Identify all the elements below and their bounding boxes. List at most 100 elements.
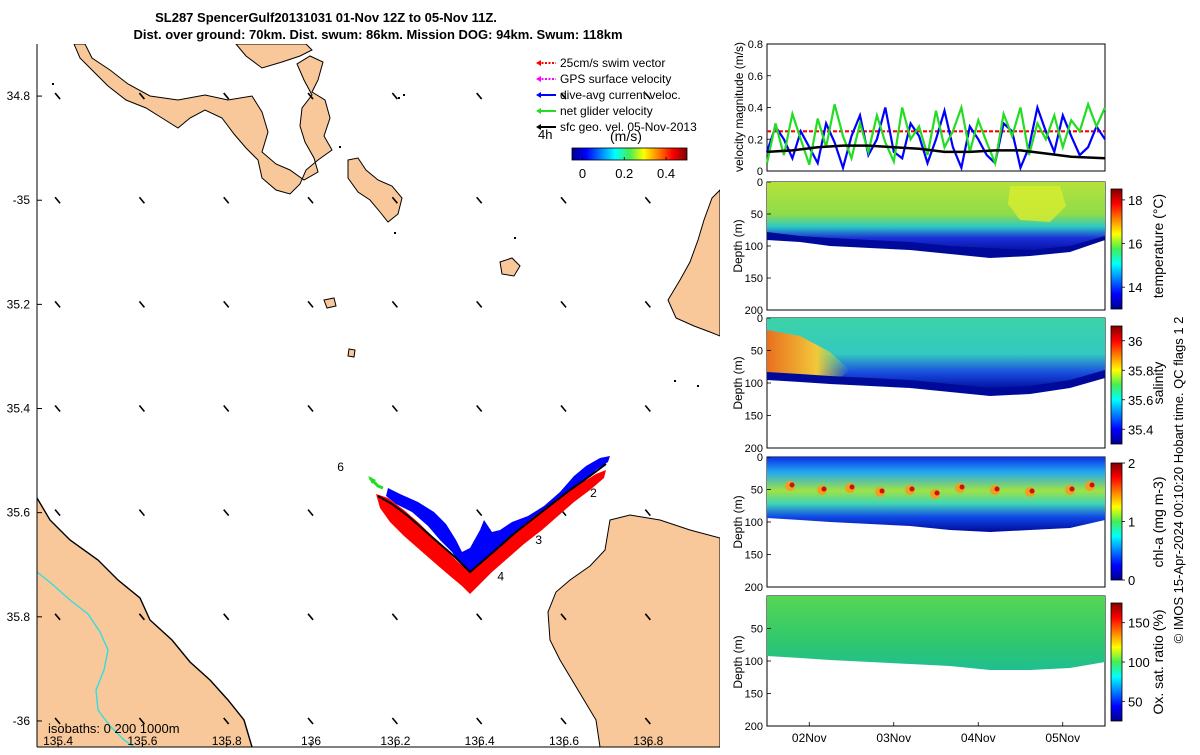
cbar-tick-label: 36 [1128,334,1142,349]
geo-vector [223,509,230,517]
oxygen-x-ticks: 02Nov 03Nov 04Nov 05Nov [792,722,1080,745]
cbar-tick-label: 2 [1128,456,1135,471]
geo-vector [560,717,567,725]
geo-vector [307,405,314,413]
salinity-saline-patch [767,330,850,378]
land-east-upper [667,189,720,337]
chla-blob-core [821,486,827,492]
map-y-tick-label: 35.6 [7,506,31,520]
map-y-tick-label: 34.8 [7,89,31,103]
isobath-200-line [37,497,253,747]
cbar-tick-label: 100 [1128,655,1150,670]
figure-title-line1: SL287 SpencerGulf20131031 01-Nov 12Z to … [155,10,497,25]
geo-vector [54,509,61,517]
land-islet-3 [347,348,356,358]
legend-arrowhead [536,92,541,98]
geo-vector [223,196,230,204]
depth-tick-label: 150 [745,689,763,701]
geo-vector [644,717,651,725]
velocity-ylabel: velocity magnitude (m/s) [732,42,746,172]
salinity-cbar-label: salinity [1150,362,1166,405]
salinity-field [767,318,1105,390]
depth-tick-label: 50 [751,485,763,497]
track-swim-vector [376,470,606,594]
cbar-tick-label: 16 [1128,237,1142,252]
land-southeast [547,514,720,747]
chla-y-ticks: 0 50 100 150 200 [745,452,771,594]
geo-vector [54,92,61,100]
chla-blob-core [994,486,1000,492]
map-y-ticks: 34.8 -35 35.2 35.4 35.6 35.8 -36 [7,89,42,728]
map-x-tick-label: 136.6 [549,734,579,748]
oxygen-colorbar [1110,602,1123,722]
colorbar-tick-label: 0 [579,166,586,181]
land-north-lobe [235,44,313,69]
chla-blob-core [849,484,855,490]
map-x-tick-label: 136.8 [633,734,663,748]
cbar-tick-label: 18 [1128,193,1142,208]
geo-vector [391,405,398,413]
geo-vector [476,92,483,100]
time-tick-label: 02Nov [792,731,827,745]
chla-blob-core [789,482,795,488]
geo-vector [54,300,61,308]
geo-vector [307,300,314,308]
figure-title-line2: Dist. over ground: 70km. Dist. swum: 86k… [133,27,622,42]
geo-vector [644,92,651,100]
map-x-ticks: 135.4 135.6 135.8 136 136.2 136.4 136.6 136.8 [36,44,720,748]
geo-vector-grid [54,92,651,725]
colorbar-label: (m/s) [610,128,642,144]
geo-vector [560,92,567,100]
chla-blob-core [1069,486,1075,492]
cbar-tick-label: 150 [1128,616,1150,631]
map-x-tick-label: 135.6 [127,734,157,748]
velocity-y-tick-label: 0.6 [748,71,763,83]
chla-blob-core [959,484,965,490]
legend-label: 25cm/s swim vector [560,56,665,70]
temperature-colorbar [1110,188,1123,310]
geo-vector [307,196,314,204]
depth-tick-label: 100 [745,517,763,529]
geo-vector [644,196,651,204]
legend-arrowhead [536,60,541,66]
cbar-tick-label: 14 [1128,280,1142,295]
cbar-tick-label: 35.8 [1128,363,1153,378]
chla-ylabel: Depth (m) [731,495,745,548]
geo-vector [560,196,567,204]
salinity-y-ticks: 0 50 100 150 200 [745,313,771,455]
geo-vector [560,613,567,621]
oxygen-ylabel: Depth (m) [731,635,745,688]
chla-section: 0 50 100 150 200 2 1 0 chl-a (mg m-3) Depth (m… [731,452,1166,594]
depth-tick-label: 150 [745,411,763,423]
geo-vector [476,196,483,204]
time-tick-label: 03Nov [876,731,911,745]
map-y-tick-label: 35.8 [7,610,31,624]
geo-vector [476,405,483,413]
oxygen-field [767,596,1105,670]
geo-vector [560,300,567,308]
map-colorbar [571,147,688,161]
map-colorbar-ticks: 0 0.2 0.4 [579,157,675,181]
track-label: 3 [535,533,542,547]
salinity-colorbar [1110,325,1123,445]
map-x-tick-label: 136.2 [380,734,410,748]
depth-tick-label: 200 [745,582,763,594]
geo-vector [307,717,314,725]
salinity-fresh-layer [767,370,1105,396]
geo-vector [476,717,483,725]
time-tick-label: 04Nov [961,731,996,745]
chla-blob-core [1089,482,1095,488]
velocity-series-sfc-geo [766,144,1106,160]
geo-vector [644,613,651,621]
salinity-ylabel: Depth (m) [731,356,745,409]
oxygen-colorbar-ticks: 150 100 50 [1122,616,1150,709]
geo-vector [54,717,61,725]
geo-vector [138,92,146,100]
geo-vector [223,405,230,413]
depth-tick-label: 50 [751,624,763,636]
geo-vector [476,509,483,517]
isobath-1000-line [37,571,135,747]
land-islet-2 [323,297,337,309]
geo-vector [391,196,398,204]
depth-tick-label: 50 [751,346,763,358]
